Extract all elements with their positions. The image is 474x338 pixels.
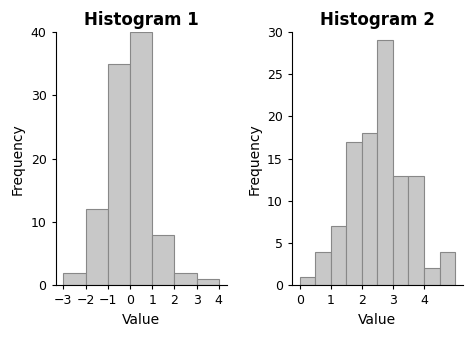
Bar xyxy=(85,209,108,285)
X-axis label: Value: Value xyxy=(122,313,160,327)
Bar xyxy=(108,64,130,285)
Y-axis label: Frequency: Frequency xyxy=(247,123,262,195)
Y-axis label: Frequency: Frequency xyxy=(11,123,25,195)
Bar xyxy=(152,235,174,285)
Bar xyxy=(174,273,197,285)
Bar xyxy=(377,41,393,285)
X-axis label: Value: Value xyxy=(358,313,396,327)
Bar xyxy=(64,273,85,285)
Title: Histogram 1: Histogram 1 xyxy=(84,11,199,29)
Bar xyxy=(362,134,377,285)
Bar xyxy=(346,142,362,285)
Bar xyxy=(300,277,315,285)
Bar xyxy=(439,251,455,285)
Bar xyxy=(424,268,439,285)
Bar xyxy=(130,32,152,285)
Bar xyxy=(409,175,424,285)
Title: Histogram 2: Histogram 2 xyxy=(320,11,435,29)
Bar xyxy=(197,279,219,285)
Bar xyxy=(315,251,331,285)
Bar xyxy=(393,175,409,285)
Bar xyxy=(331,226,346,285)
